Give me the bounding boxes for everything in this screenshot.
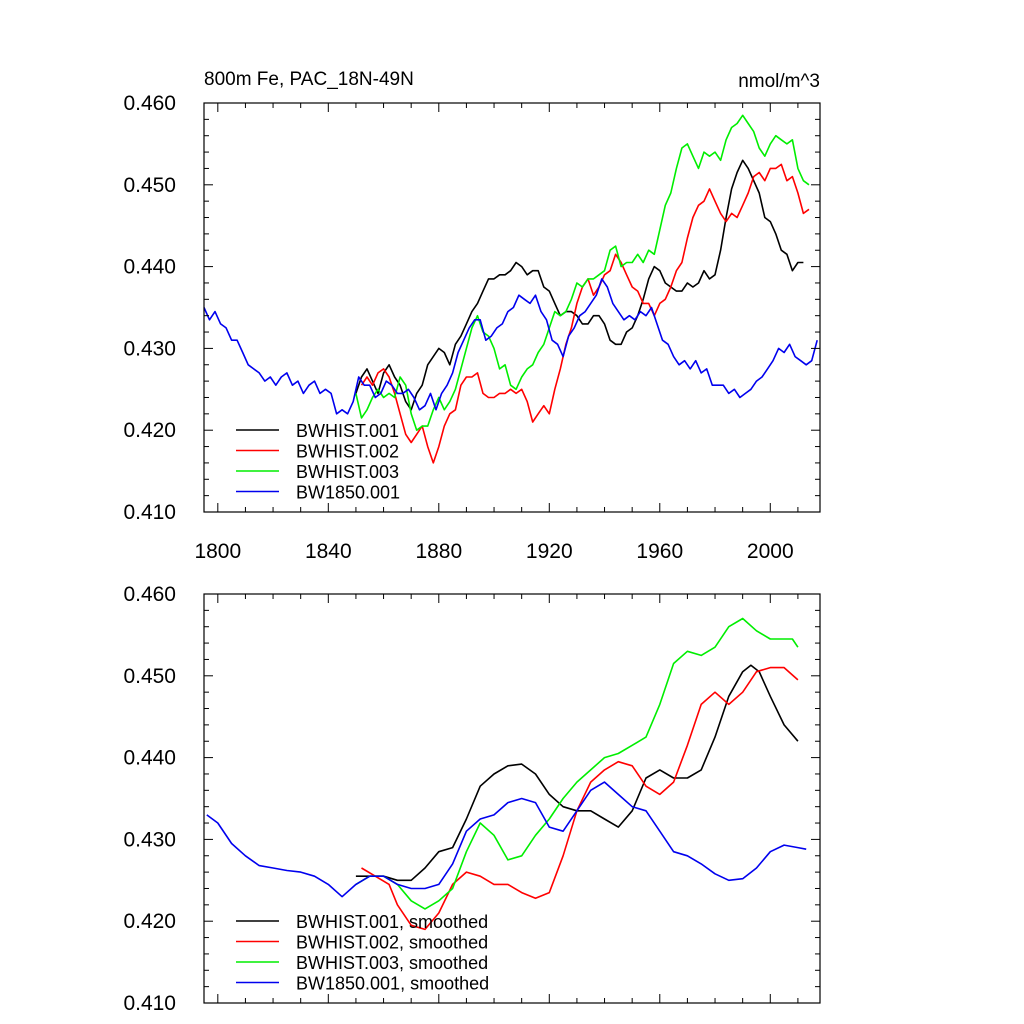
series-line-2 [355, 617, 799, 910]
y-tick-label: 0.460 [123, 583, 176, 606]
series-line-3 [206, 781, 807, 898]
legend-label-2: BWHIST.003 [296, 462, 399, 482]
legend-label-0: BWHIST.001 [296, 421, 399, 441]
x-tick-label: 1920 [526, 540, 573, 563]
y-tick-label: 0.440 [123, 256, 176, 279]
legend-label-1: BWHIST.002 [296, 442, 399, 462]
series-line-0 [355, 664, 799, 882]
legend-label-3: BW1850.001 [296, 483, 400, 503]
plot-frame [203, 102, 821, 513]
legend-label-2: BWHIST.003, smoothed [296, 953, 488, 973]
series-line-0 [355, 159, 804, 411]
legend-label-3: BW1850.001, smoothed [296, 974, 489, 994]
units-label: nmol/m^3 [738, 71, 820, 92]
y-tick-label: 0.440 [123, 747, 176, 770]
y-tick-label: 0.410 [123, 501, 176, 524]
series-line-1 [361, 666, 799, 931]
y-tick-label: 0.450 [123, 665, 176, 688]
y-tick-label: 0.420 [123, 419, 176, 442]
series-line-3 [203, 278, 818, 415]
x-tick-label: 1800 [194, 540, 241, 563]
series-line-1 [360, 163, 810, 464]
chart-title: 800m Fe, PAC_18N-49N [204, 69, 414, 90]
top-panel: 800m Fe, PAC_18N-49N nmol/m^3 0.460 0.450… [123, 69, 821, 563]
x-tick-label: 2000 [747, 540, 794, 563]
plot-frame [203, 593, 821, 1004]
bottom-panel: 0.460 0.450 0.440 0.430 0.420 0.410 BWHIST.001… [123, 583, 821, 1015]
y-tick-label: 0.420 [123, 910, 176, 933]
legend-label-0: BWHIST.001, smoothed [296, 912, 488, 932]
y-tick-label: 0.460 [123, 92, 176, 115]
y-tick-label: 0.430 [123, 828, 176, 851]
x-tick-label: 1840 [305, 540, 352, 563]
x-tick-label: 1880 [415, 540, 462, 563]
y-tick-label: 0.430 [123, 337, 176, 360]
series-line-2 [355, 114, 810, 431]
legend-label-1: BWHIST.002, smoothed [296, 933, 488, 953]
y-tick-label: 0.450 [123, 174, 176, 197]
y-tick-label: 0.410 [123, 992, 176, 1015]
x-tick-label: 1960 [636, 540, 683, 563]
